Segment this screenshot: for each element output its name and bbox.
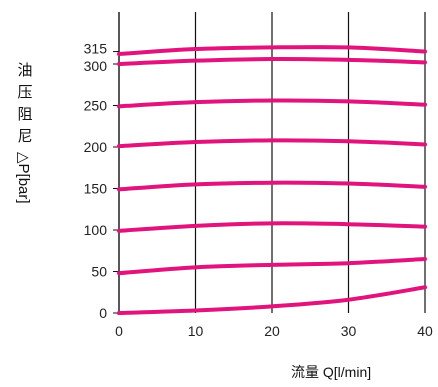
y-tick-label-0: 0 [99, 305, 107, 321]
x-axis-label: 流量 Q[l/min] [291, 364, 372, 380]
axes [113, 12, 120, 315]
series-line-2 [117, 221, 427, 233]
series-line-7 [117, 45, 427, 57]
y-axis-label-unit: △P[bar] [15, 152, 32, 204]
y-axis-label-characters: 油压阻尼 [14, 60, 36, 148]
y-tick-label-250: 250 [84, 98, 108, 114]
series-line-3 [117, 180, 427, 192]
y-tick-label-150: 150 [84, 181, 108, 197]
y-axis-label-char: 阻 [17, 106, 33, 123]
series-line-4 [117, 138, 427, 149]
x-tick-label-0: 0 [115, 323, 123, 339]
y-tick-label-300: 300 [84, 58, 108, 74]
x-tick-label-40: 40 [417, 323, 433, 339]
x-tick-label-20: 20 [264, 323, 280, 339]
x-tick-label-10: 10 [188, 323, 204, 339]
y-axis-label-char: 尼 [17, 128, 33, 145]
x-tick-label-30: 30 [341, 323, 357, 339]
series-lines [117, 45, 427, 315]
series-line-5 [117, 98, 427, 109]
y-axis-label-char: 压 [17, 84, 33, 101]
y-tick-label-200: 200 [84, 139, 108, 155]
series-line-6 [117, 56, 427, 66]
y-tick-label-50: 50 [91, 264, 107, 280]
y-axis-label-char: 油 [17, 62, 33, 79]
series-line-0 [117, 285, 427, 315]
y-axis-label: 油压阻尼 [14, 60, 36, 148]
series-line-1 [117, 257, 427, 276]
y-tick-label-315: 315 [84, 41, 108, 57]
x-tick-labels: 0 10 20 30 40 [115, 323, 433, 339]
y-tick-label-100: 100 [84, 222, 108, 238]
